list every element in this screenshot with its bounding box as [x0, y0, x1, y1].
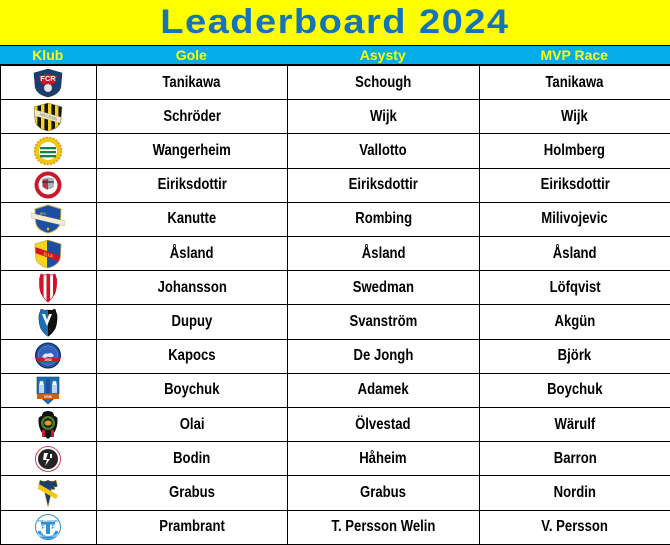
- svg-text:F: F: [42, 525, 45, 531]
- svg-text:1902: 1902: [44, 358, 52, 362]
- svg-text:VGIK: VGIK: [44, 395, 53, 399]
- svg-text:IFK: IFK: [40, 211, 47, 216]
- svg-text:FCR: FCR: [41, 74, 57, 83]
- svg-text:TRELLEBORGS FF: TRELLEBORGS FF: [37, 534, 61, 538]
- svg-text:F: F: [52, 525, 55, 531]
